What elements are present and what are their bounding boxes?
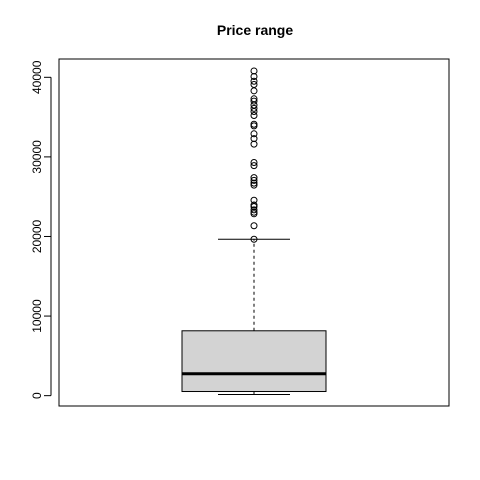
y-tick-label: 20000 bbox=[30, 219, 44, 253]
outlier-point bbox=[250, 174, 258, 182]
chart-title: Price range bbox=[217, 22, 293, 38]
y-tick-label: 10000 bbox=[30, 299, 44, 333]
outlier-point bbox=[250, 206, 258, 214]
outlier-point bbox=[250, 222, 258, 230]
outlier-point bbox=[250, 95, 258, 103]
outlier-point bbox=[250, 80, 258, 88]
y-tick-label: 30000 bbox=[30, 140, 44, 174]
outlier-point bbox=[250, 181, 258, 189]
outlier-point bbox=[250, 196, 258, 204]
outlier-point bbox=[250, 158, 258, 166]
outlier-point bbox=[250, 97, 258, 105]
y-tick-label: 0 bbox=[30, 392, 44, 399]
outlier-point bbox=[250, 135, 258, 143]
outlier-point bbox=[250, 201, 258, 209]
outlier-point bbox=[250, 77, 258, 85]
plot-frame bbox=[58, 58, 450, 407]
outlier-group bbox=[250, 67, 258, 243]
outlier-point bbox=[250, 130, 258, 138]
outlier-point bbox=[250, 162, 258, 170]
interquartile-box bbox=[181, 330, 327, 393]
y-axis: 0 10000 20000 30000 40000 bbox=[30, 60, 52, 399]
outlier-point bbox=[250, 120, 258, 128]
outlier-point bbox=[250, 104, 258, 112]
box-group bbox=[181, 238, 327, 395]
outlier-point bbox=[250, 112, 258, 120]
y-tick-label: 40000 bbox=[30, 60, 44, 94]
outlier-point bbox=[250, 176, 258, 184]
outlier-point bbox=[250, 67, 258, 75]
outlier-point bbox=[250, 235, 258, 243]
